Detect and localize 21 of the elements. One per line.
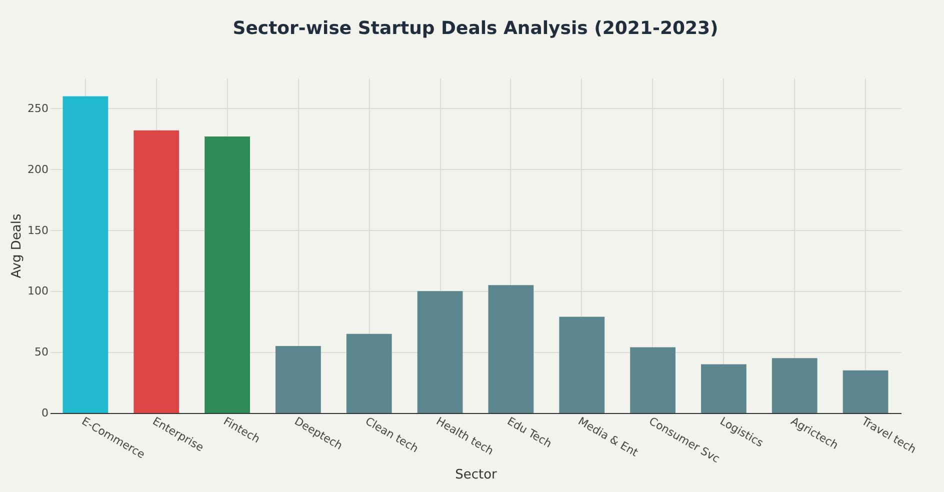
bar — [772, 358, 818, 413]
bar — [204, 136, 250, 413]
y-tick-label: 200 — [28, 162, 48, 176]
y-tick-label: 0 — [42, 406, 48, 420]
bar — [62, 96, 108, 413]
bar — [559, 316, 605, 413]
y-tick-label: 150 — [28, 224, 48, 237]
bar — [630, 347, 676, 413]
y-tick-label: 250 — [28, 102, 48, 115]
bar — [134, 130, 180, 413]
chart-title: Sector-wise Startup Deals Analysis (2021-2023) — [232, 18, 718, 39]
bar — [842, 370, 888, 413]
bar — [417, 291, 463, 413]
y-axis-title: Avg Deals — [10, 213, 25, 278]
y-tick-label: 100 — [28, 284, 48, 298]
x-axis-title: Sector — [455, 468, 498, 483]
bar — [701, 364, 746, 413]
bar — [276, 346, 321, 413]
bar — [346, 334, 392, 413]
y-tick-label: 50 — [34, 346, 48, 359]
bar — [488, 285, 534, 413]
